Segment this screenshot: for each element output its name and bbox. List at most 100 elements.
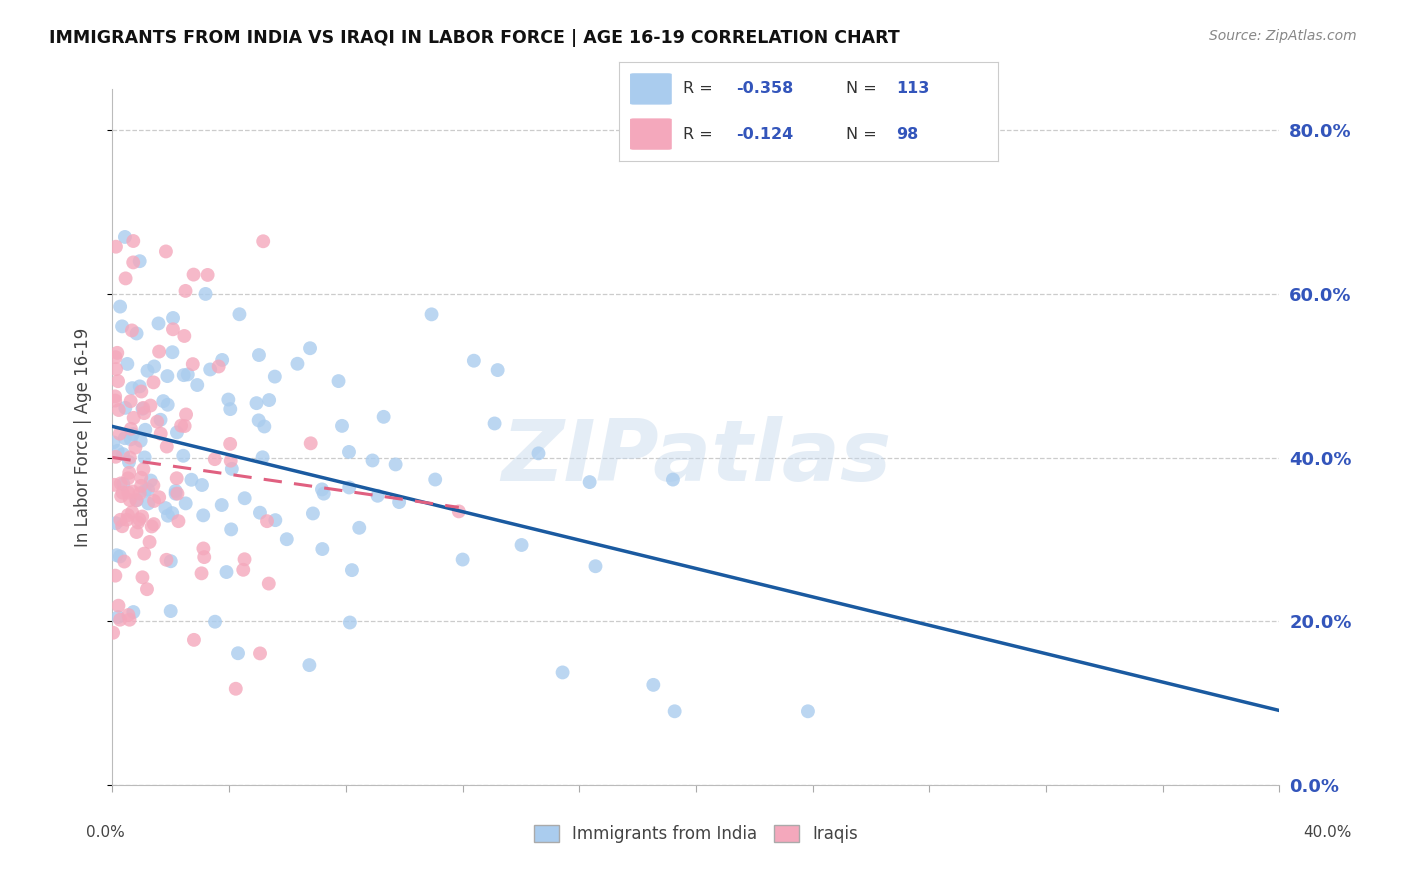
Point: [578, 475, 600, 489]
Point: [219, 437, 242, 451]
Point: [146, 415, 169, 429]
Point: [117, 471, 139, 485]
Point: [120, 422, 142, 436]
Point: [197, 268, 219, 282]
Point: [194, 287, 217, 301]
Point: [136, 483, 159, 497]
Point: [131, 509, 153, 524]
Point: [118, 455, 141, 469]
Point: [103, 478, 125, 492]
Text: R =: R =: [683, 127, 718, 142]
Point: [107, 610, 129, 624]
Point: [165, 486, 187, 500]
Point: [484, 417, 506, 431]
Point: [585, 559, 607, 574]
Point: [165, 483, 187, 498]
Point: [183, 268, 205, 282]
Text: N =: N =: [846, 81, 883, 96]
Point: [104, 450, 127, 464]
Point: [486, 363, 509, 377]
Point: [162, 322, 184, 336]
Point: [141, 519, 163, 533]
Point: [134, 547, 156, 561]
Point: [114, 230, 136, 244]
Point: [131, 570, 153, 584]
Point: [311, 483, 333, 497]
Point: [111, 319, 134, 334]
Legend: Immigrants from India, Iraqis: Immigrants from India, Iraqis: [527, 818, 865, 850]
Text: IMMIGRANTS FROM INDIA VS IRAQI IN LABOR FORCE | AGE 16-19 CORRELATION CHART: IMMIGRANTS FROM INDIA VS IRAQI IN LABOR …: [49, 29, 900, 46]
Point: [337, 445, 360, 459]
Point: [180, 473, 202, 487]
Point: [173, 368, 195, 383]
Point: [105, 548, 128, 562]
Point: [121, 323, 143, 337]
Point: [127, 516, 149, 530]
Point: [384, 458, 406, 472]
Point: [155, 501, 177, 516]
Point: [193, 541, 215, 556]
Point: [167, 514, 190, 528]
Point: [162, 506, 184, 520]
Point: [131, 401, 153, 416]
Point: [349, 521, 371, 535]
Point: [152, 394, 174, 409]
Point: [219, 522, 242, 536]
Point: [162, 345, 184, 359]
Y-axis label: In Labor Force | Age 16-19: In Labor Force | Age 16-19: [73, 327, 91, 547]
Point: [217, 392, 239, 407]
Point: [108, 300, 131, 314]
Point: [104, 350, 127, 364]
Point: [510, 538, 533, 552]
Text: ZIPatlas: ZIPatlas: [501, 417, 891, 500]
Point: [105, 346, 128, 360]
Point: [124, 441, 146, 455]
Point: [128, 379, 150, 393]
Point: [142, 478, 165, 492]
Point: [361, 453, 384, 467]
Point: [118, 466, 141, 480]
Text: 0.0%: 0.0%: [86, 825, 125, 840]
Point: [298, 658, 321, 673]
Point: [122, 410, 145, 425]
Point: [136, 364, 159, 378]
Point: [134, 483, 156, 498]
Text: R =: R =: [683, 81, 718, 96]
Point: [110, 489, 132, 503]
Point: [337, 481, 360, 495]
Point: [125, 524, 148, 539]
Point: [198, 362, 221, 376]
Point: [156, 369, 179, 384]
Point: [204, 452, 226, 467]
Point: [420, 307, 443, 321]
Point: [148, 317, 170, 331]
Point: [104, 389, 127, 403]
FancyBboxPatch shape: [630, 73, 672, 104]
Point: [148, 490, 170, 504]
Point: [245, 396, 267, 410]
Point: [551, 665, 574, 680]
Point: [149, 426, 172, 441]
Point: [170, 418, 193, 433]
Point: [247, 413, 270, 427]
Point: [328, 374, 350, 388]
Point: [117, 357, 139, 371]
Point: [208, 359, 231, 374]
Point: [221, 462, 243, 476]
Point: [118, 450, 141, 465]
Point: [132, 406, 155, 420]
Point: [219, 453, 242, 467]
Point: [252, 234, 274, 248]
Point: [263, 369, 285, 384]
Point: [110, 513, 132, 527]
Point: [311, 542, 333, 557]
Point: [527, 446, 550, 460]
Point: [299, 341, 322, 355]
Point: [129, 479, 152, 493]
Point: [211, 498, 233, 512]
Point: [107, 374, 129, 388]
Point: [122, 234, 145, 248]
Point: [138, 535, 160, 549]
Point: [204, 615, 226, 629]
Point: [166, 486, 188, 500]
